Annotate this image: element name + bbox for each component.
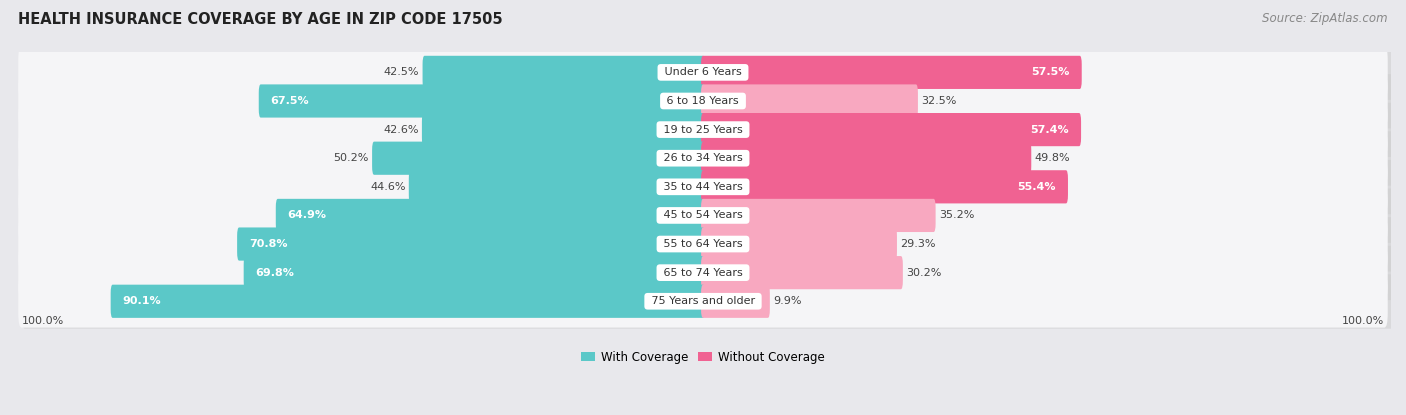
FancyBboxPatch shape (18, 218, 1388, 270)
Text: 67.5%: 67.5% (270, 96, 309, 106)
FancyBboxPatch shape (276, 199, 704, 232)
Text: 64.9%: 64.9% (288, 210, 326, 220)
Text: 65 to 74 Years: 65 to 74 Years (659, 268, 747, 278)
Text: 35.2%: 35.2% (939, 210, 974, 220)
FancyBboxPatch shape (18, 247, 1388, 299)
FancyBboxPatch shape (18, 46, 1388, 99)
Text: 75 Years and older: 75 Years and older (648, 296, 758, 306)
FancyBboxPatch shape (409, 170, 704, 203)
FancyBboxPatch shape (702, 227, 897, 261)
Text: 6 to 18 Years: 6 to 18 Years (664, 96, 742, 106)
Legend: With Coverage, Without Coverage: With Coverage, Without Coverage (576, 346, 830, 369)
Text: 42.6%: 42.6% (382, 124, 419, 134)
Text: 100.0%: 100.0% (1343, 315, 1385, 326)
Text: 69.8%: 69.8% (256, 268, 294, 278)
Text: 100.0%: 100.0% (21, 315, 63, 326)
Text: 29.3%: 29.3% (900, 239, 936, 249)
FancyBboxPatch shape (243, 256, 704, 289)
Text: 49.8%: 49.8% (1035, 153, 1070, 163)
FancyBboxPatch shape (238, 227, 704, 261)
FancyBboxPatch shape (18, 103, 1388, 156)
Text: Source: ZipAtlas.com: Source: ZipAtlas.com (1263, 12, 1388, 25)
Text: 9.9%: 9.9% (773, 296, 801, 306)
FancyBboxPatch shape (18, 132, 1388, 185)
Text: 32.5%: 32.5% (921, 96, 956, 106)
FancyBboxPatch shape (21, 160, 1395, 214)
FancyBboxPatch shape (702, 199, 935, 232)
FancyBboxPatch shape (702, 84, 918, 117)
Text: 55.4%: 55.4% (1018, 182, 1056, 192)
FancyBboxPatch shape (18, 161, 1388, 213)
FancyBboxPatch shape (21, 46, 1395, 100)
FancyBboxPatch shape (422, 113, 704, 146)
Text: 90.1%: 90.1% (122, 296, 162, 306)
FancyBboxPatch shape (702, 113, 1081, 146)
Text: 19 to 25 Years: 19 to 25 Years (659, 124, 747, 134)
FancyBboxPatch shape (373, 142, 704, 175)
Text: 35 to 44 Years: 35 to 44 Years (659, 182, 747, 192)
Text: 57.4%: 57.4% (1031, 124, 1070, 134)
FancyBboxPatch shape (21, 274, 1395, 329)
Text: 30.2%: 30.2% (905, 268, 942, 278)
FancyBboxPatch shape (702, 170, 1069, 203)
Text: 44.6%: 44.6% (370, 182, 405, 192)
Text: 70.8%: 70.8% (249, 239, 287, 249)
FancyBboxPatch shape (702, 56, 1081, 89)
FancyBboxPatch shape (423, 56, 704, 89)
Text: 55 to 64 Years: 55 to 64 Years (659, 239, 747, 249)
Text: 42.5%: 42.5% (384, 67, 419, 77)
FancyBboxPatch shape (702, 142, 1031, 175)
Text: 50.2%: 50.2% (333, 153, 368, 163)
FancyBboxPatch shape (702, 285, 770, 318)
FancyBboxPatch shape (21, 103, 1395, 157)
FancyBboxPatch shape (21, 74, 1395, 129)
FancyBboxPatch shape (21, 217, 1395, 271)
Text: 45 to 54 Years: 45 to 54 Years (659, 210, 747, 220)
FancyBboxPatch shape (702, 256, 903, 289)
FancyBboxPatch shape (18, 75, 1388, 127)
FancyBboxPatch shape (21, 188, 1395, 243)
FancyBboxPatch shape (21, 131, 1395, 186)
FancyBboxPatch shape (21, 246, 1395, 300)
Text: 26 to 34 Years: 26 to 34 Years (659, 153, 747, 163)
FancyBboxPatch shape (111, 285, 704, 318)
Text: Under 6 Years: Under 6 Years (661, 67, 745, 77)
Text: HEALTH INSURANCE COVERAGE BY AGE IN ZIP CODE 17505: HEALTH INSURANCE COVERAGE BY AGE IN ZIP … (18, 12, 503, 27)
FancyBboxPatch shape (259, 84, 704, 117)
Text: 57.5%: 57.5% (1032, 67, 1070, 77)
FancyBboxPatch shape (18, 189, 1388, 242)
FancyBboxPatch shape (18, 275, 1388, 327)
